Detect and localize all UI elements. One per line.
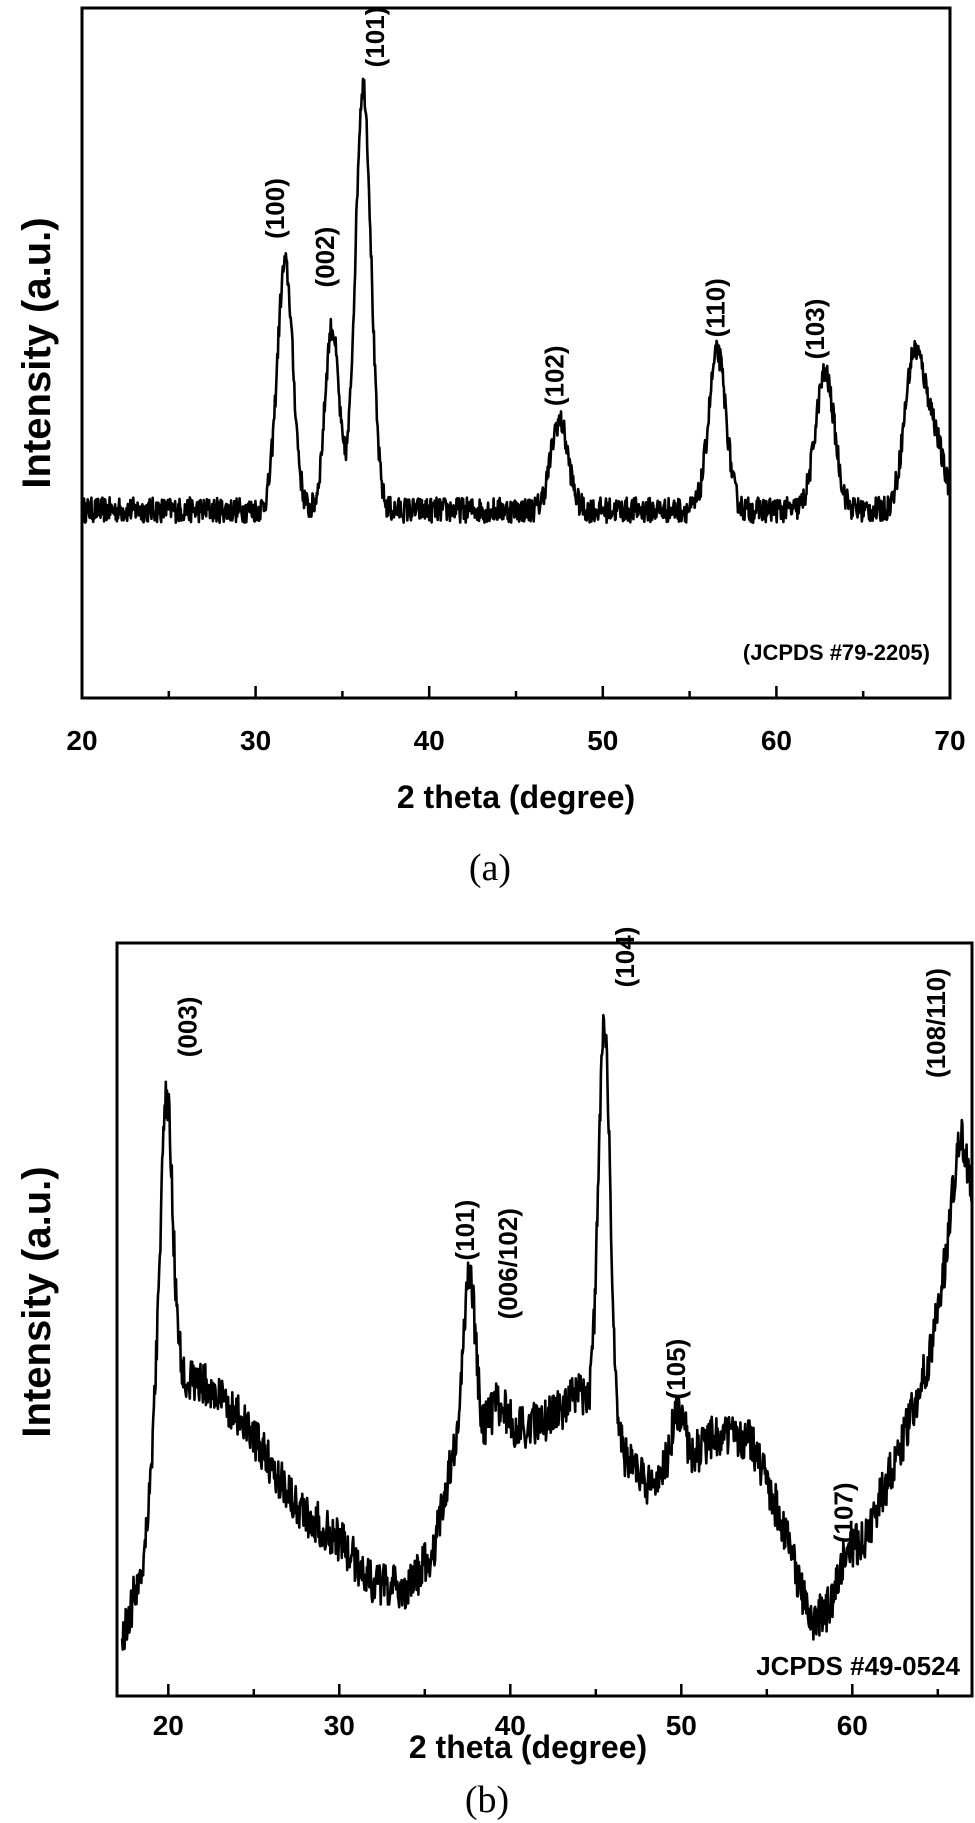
xrd-trace-b: [120, 1013, 973, 1651]
y-axis-label-a: Intensity (a.u.): [15, 217, 59, 488]
x-tick-label: 20: [153, 1710, 184, 1741]
peak-labels-b: (003) (101) (006/102) (104) (105) (107) (108/1…: [172, 927, 951, 1544]
jcpds-reference-b: JCPDS #49-0524: [756, 1651, 960, 1681]
panel-a: 20 30 40 50 60 70 (100)(002)(101)(102)(110) (1…: [15, 6, 966, 889]
peak-label: (101): [450, 1200, 480, 1261]
x-tick-label: 20: [66, 725, 97, 756]
x-ticks-a: 20 30 40 50 60 70: [66, 686, 966, 756]
x-tick-label: 50: [587, 725, 618, 756]
peak-label: (003): [172, 997, 202, 1058]
x-tick-label: 30: [240, 725, 271, 756]
x-ticks-b: 20 30 40 50 60: [153, 1684, 940, 1741]
plot-frame-b: [115, 941, 974, 1698]
peak-label: (103): [800, 299, 830, 360]
panel-b: 20 30 40 50 60 (003) (101) (006/102) (104) (105)…: [15, 927, 974, 1821]
x-tick-label: 60: [761, 725, 792, 756]
peak-label: (101): [360, 7, 390, 68]
peak-label: (108/110): [921, 968, 951, 1078]
y-axis-label-b: Intensity (a.u.): [15, 1166, 59, 1437]
x-axis-label-a: 2 theta (degree): [397, 779, 635, 815]
peak-label: (100): [260, 178, 290, 239]
peak-label: (006/102): [493, 1208, 523, 1319]
x-tick-label: 30: [324, 1710, 355, 1741]
peak-label: (110): [700, 278, 730, 337]
x-axis-label-b: 2 theta (degree): [409, 1729, 647, 1765]
jcpds-reference-a: (JCPDS #79-2205): [743, 640, 930, 665]
x-tick-label: 70: [934, 725, 965, 756]
x-tick-label: 40: [495, 1710, 526, 1741]
x-tick-label: 60: [837, 1710, 868, 1741]
peak-label: (002): [310, 227, 340, 288]
peak-label: (105): [661, 1339, 691, 1400]
peak-label: (104): [610, 927, 640, 988]
x-tick-label: 40: [414, 725, 445, 756]
peak-labels-a: (100) (002) (101) (102) (110) (103): [260, 7, 830, 407]
peak-label: (107): [828, 1482, 858, 1543]
x-tick-label: 50: [666, 1710, 697, 1741]
panel-label-a: (a): [469, 847, 511, 889]
panel-label-b: (b): [465, 1779, 509, 1821]
xrd-trace-a: [81, 77, 951, 524]
peak-label: (102): [539, 345, 569, 406]
